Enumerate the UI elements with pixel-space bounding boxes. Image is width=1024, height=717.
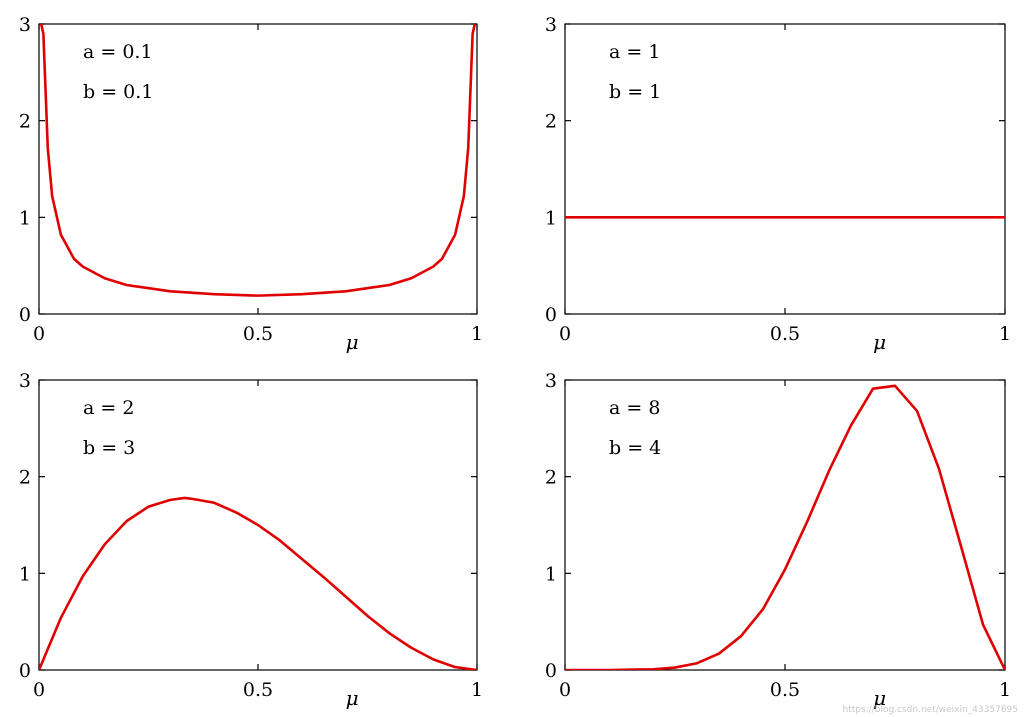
density-curve — [565, 384, 1005, 670]
x-tick-label: 0.5 — [243, 323, 273, 345]
param-a-label: a = 8 — [609, 397, 660, 419]
y-tick-label: 2 — [545, 467, 557, 489]
watermark-text: https://blog.csdn.net/weixin_43357695 — [842, 705, 1018, 715]
y-tick-label: 0 — [545, 660, 557, 682]
x-tick-label: 0.5 — [243, 679, 273, 701]
panel-top-right: 0 0.5 1 0 1 2 3 μ a = 1 b = 1 — [545, 14, 1011, 354]
y-tick-label: 3 — [545, 370, 557, 392]
y-tick-label: 2 — [19, 467, 31, 489]
x-tick-label: 1 — [471, 323, 483, 345]
density-curve — [39, 496, 477, 670]
y-tick-label: 1 — [19, 563, 31, 585]
x-tick-label: 0 — [33, 323, 45, 345]
param-a-label: a = 2 — [83, 397, 134, 419]
x-tick-label: 1 — [471, 679, 483, 701]
x-axis-label: μ — [873, 686, 886, 710]
param-a-label: a = 0.1 — [83, 41, 153, 63]
y-tick-label: 1 — [545, 207, 557, 229]
param-b-label: b = 4 — [609, 437, 661, 459]
x-axis-label: μ — [346, 330, 359, 354]
param-b-label: b = 0.1 — [83, 81, 153, 103]
x-tick-label: 0 — [559, 323, 571, 345]
x-axis-label: μ — [873, 330, 886, 354]
param-a-label: a = 1 — [609, 41, 660, 63]
y-tick-label: 0 — [19, 660, 31, 682]
y-tick-label: 0 — [19, 304, 31, 326]
plot-frame — [38, 23, 478, 315]
x-tick-label: 1 — [999, 679, 1011, 701]
y-tick-label: 1 — [545, 563, 557, 585]
y-tick-label: 0 — [545, 304, 557, 326]
plot-frame — [564, 23, 1006, 315]
x-axis-label: μ — [346, 686, 359, 710]
x-tick-label: 0 — [33, 679, 45, 701]
plot-frame — [564, 379, 1006, 671]
panel-top-left: 0 0.5 1 0 1 2 3 μ a = 0.1 b = 0.1 — [19, 14, 483, 354]
panels: 0 0.5 1 0 1 2 3 μ a = 0.1 b = 0.1 0 0.5 1 0 1 2 3 μ a = 1 b… — [19, 14, 1011, 710]
y-tick-label: 3 — [19, 14, 31, 36]
y-tick-label: 3 — [19, 370, 31, 392]
y-tick-label: 2 — [545, 111, 557, 133]
density-curve — [39, 24, 477, 297]
panel-bottom-left: 0 0.5 1 0 1 2 3 μ a = 2 b = 3 — [19, 370, 483, 710]
param-b-label: b = 1 — [609, 81, 661, 103]
x-tick-label: 0 — [559, 679, 571, 701]
param-b-label: b = 3 — [83, 437, 135, 459]
y-tick-label: 2 — [19, 111, 31, 133]
panel-bottom-right: 0 0.5 1 0 1 2 3 μ a = 8 b = 4 — [545, 370, 1011, 710]
x-tick-label: 0.5 — [770, 679, 800, 701]
x-tick-label: 1 — [999, 323, 1011, 345]
x-tick-label: 0.5 — [770, 323, 800, 345]
y-tick-label: 3 — [545, 14, 557, 36]
y-tick-label: 1 — [19, 207, 31, 229]
